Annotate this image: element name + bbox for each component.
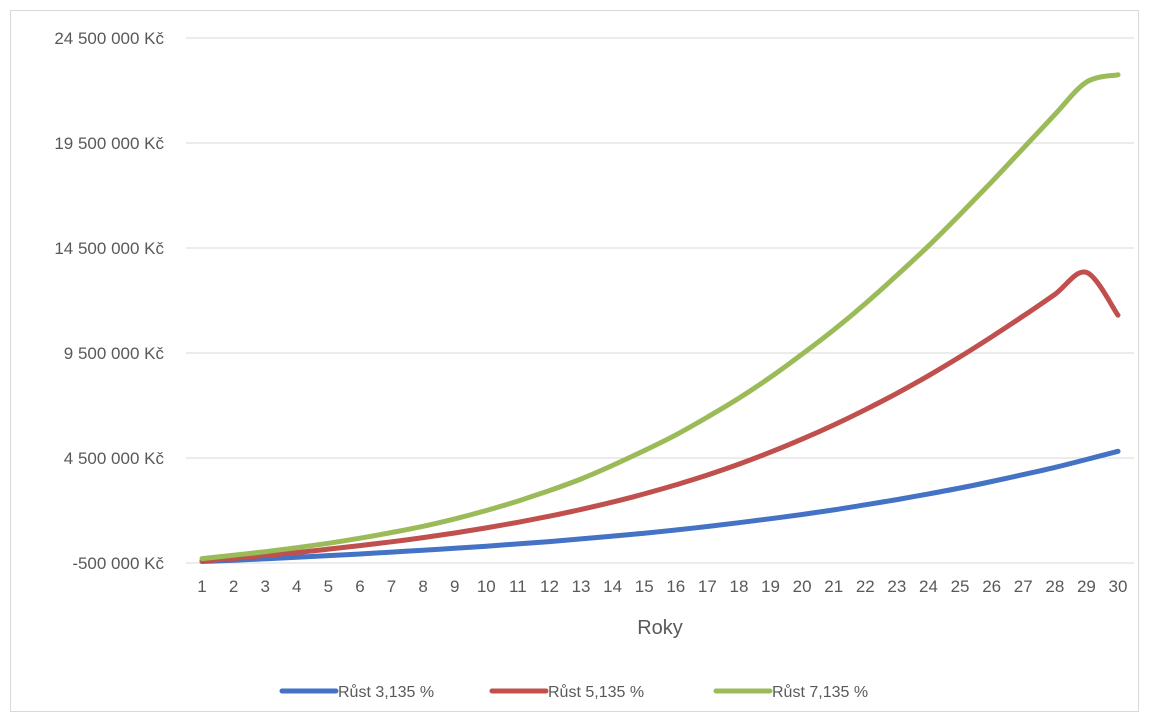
x-axis-labels: 1 2 3 4 5 6 7 8 9 10 11 12 13 14 15 16 17 18 19 20 21 22 23 24 2…	[197, 577, 1127, 596]
y-tick-label: 9 500 000 Kč	[64, 344, 165, 363]
x-tick-label: 20	[793, 577, 812, 596]
x-tick-label: 15	[635, 577, 654, 596]
x-tick-label: 13	[572, 577, 591, 596]
x-tick-label: 27	[1014, 577, 1033, 596]
x-tick-label: 17	[698, 577, 717, 596]
y-tick-label: 19 500 000 Kč	[54, 134, 164, 153]
series-line-3	[199, 72, 1121, 562]
x-tick-label: 21	[824, 577, 843, 596]
x-tick-label: 18	[730, 577, 749, 596]
x-tick-label: 14	[603, 577, 622, 596]
x-tick-label: 23	[887, 577, 906, 596]
x-tick-label: 5	[324, 577, 333, 596]
x-tick-label: 9	[450, 577, 459, 596]
x-tick-label: 22	[856, 577, 875, 596]
x-tick-label: 16	[666, 577, 685, 596]
x-tick-label: 28	[1045, 577, 1064, 596]
x-tick-label: 30	[1109, 577, 1128, 596]
y-tick-label: 24 500 000 Kč	[54, 29, 164, 48]
y-tick-label: 14 500 000 Kč	[54, 239, 164, 258]
x-tick-label: 1	[197, 577, 206, 596]
x-tick-label: 3	[260, 577, 269, 596]
y-axis-labels: -500 000 Kč 4 500 000 Kč 9 500 000 Kč 14 50…	[54, 29, 164, 573]
x-tick-label: 7	[387, 577, 396, 596]
x-tick-label: 6	[355, 577, 364, 596]
series-lines	[199, 72, 1121, 564]
legend-label: Růst 3,135 %	[338, 683, 434, 701]
x-tick-label: 24	[919, 577, 938, 596]
series-line-1	[199, 448, 1121, 564]
x-tick-label: 8	[418, 577, 427, 596]
y-tick-label: -500 000 Kč	[72, 554, 164, 573]
x-tick-label: 25	[951, 577, 970, 596]
x-tick-label: 19	[761, 577, 780, 596]
x-tick-label: 4	[292, 577, 301, 596]
x-axis-title: Roky	[637, 617, 683, 639]
series-line-2	[199, 269, 1121, 564]
x-tick-label: 2	[229, 577, 238, 596]
x-tick-label: 11	[509, 577, 527, 596]
x-tick-label: 29	[1077, 577, 1096, 596]
legend-label: Růst 5,135 %	[548, 683, 644, 701]
x-tick-label: 12	[540, 577, 559, 596]
legend: Růst 3,135 % Růst 5,135 % Růst 7,135 %	[279, 683, 868, 701]
x-tick-label: 10	[477, 577, 496, 596]
x-tick-label: 26	[982, 577, 1001, 596]
y-tick-label: 4 500 000 Kč	[64, 449, 165, 468]
legend-label: Růst 7,135 %	[772, 683, 868, 701]
gridlines	[186, 37, 1134, 564]
